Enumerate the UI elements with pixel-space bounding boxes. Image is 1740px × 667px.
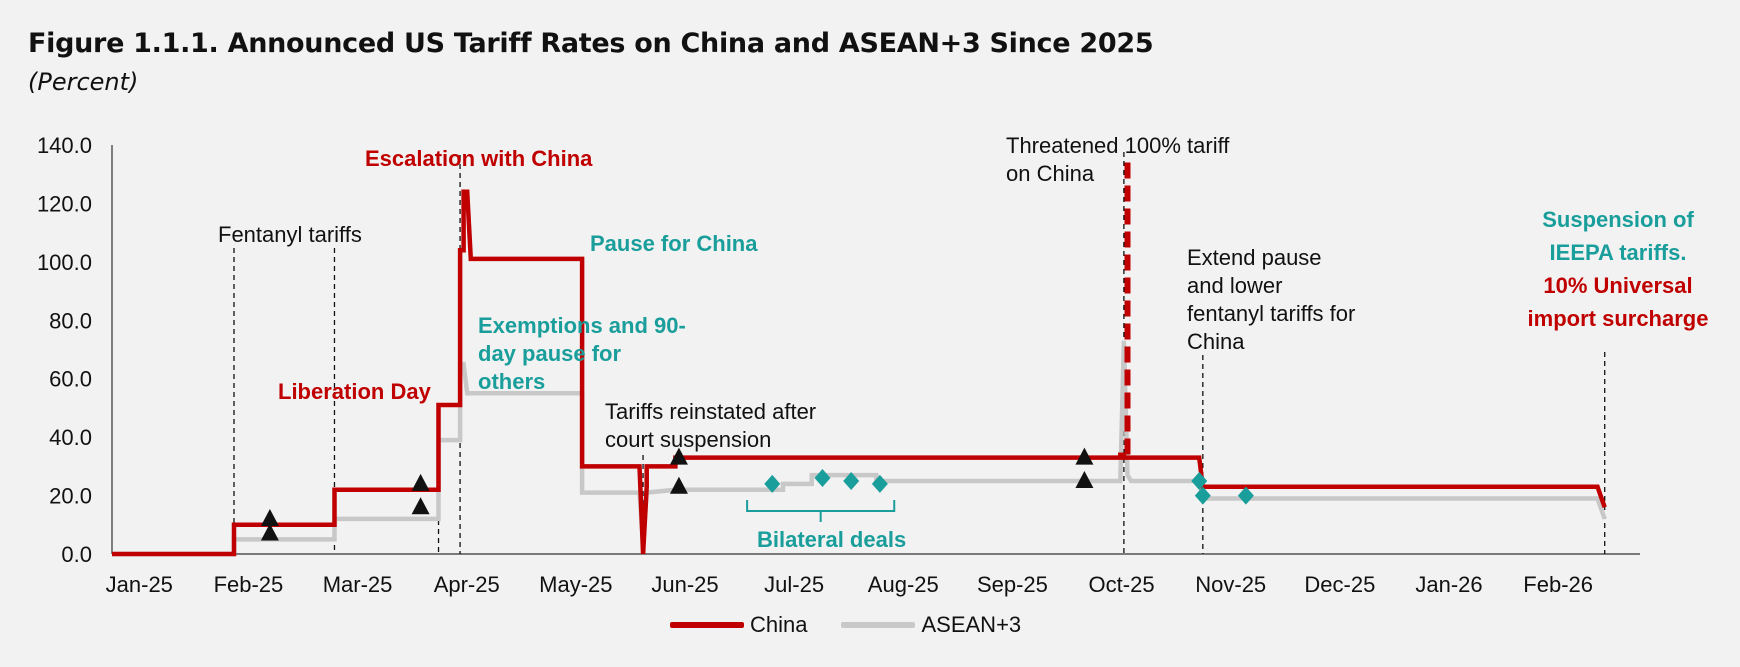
- triangle-marker: [1075, 470, 1094, 488]
- x-tick-label: Feb-26: [1523, 572, 1593, 597]
- x-tick-label: Jan-25: [106, 572, 173, 597]
- series-line-china: [112, 189, 1607, 557]
- legend-item-asean: ASEAN+3: [841, 612, 1021, 638]
- annotation-surcharge-line-1: 10% Universal: [1543, 273, 1693, 298]
- annotation-exemptions: Exemptions and 90- day pause for others: [478, 312, 686, 396]
- x-tick-label: Jan-26: [1415, 572, 1482, 597]
- diamond-marker: [764, 474, 781, 493]
- triangle-marker: [669, 476, 688, 494]
- annotation-liberation-day: Liberation Day: [278, 379, 431, 404]
- triangle-marker: [411, 497, 430, 515]
- annotation-suspension-ieepa: Suspension of IEEPA tariffs. 10% Univers…: [1510, 203, 1726, 335]
- x-tick-label: Jul-25: [764, 572, 824, 597]
- bilateral-deals-brace: [746, 500, 896, 522]
- legend-label-asean: ASEAN+3: [921, 612, 1022, 637]
- x-tick-label: Nov-25: [1195, 572, 1266, 597]
- annotation-exemptions-line-3: others: [478, 369, 546, 394]
- diamond-marker: [1191, 471, 1208, 490]
- x-tick-label: May-25: [539, 572, 612, 597]
- annotation-pause-for-china: Pause for China: [590, 231, 758, 256]
- annotation-exemptions-line-2: day pause for: [478, 341, 622, 366]
- annotation-suspension-line-1: Suspension of: [1542, 207, 1694, 232]
- annotation-extend-line-2: and lower: [1187, 273, 1283, 298]
- diamond-marker: [814, 469, 831, 488]
- triangle-marker: [1075, 447, 1094, 465]
- annotation-tariffs-reinstated: Tariffs reinstated after court suspensio…: [605, 398, 816, 454]
- annotation-extend-pause: Extend pause and lower fentanyl tariffs …: [1187, 244, 1355, 356]
- annotation-surcharge-line-2: import surcharge: [1527, 306, 1709, 331]
- annotation-reinstated-line-2: court suspension: [605, 427, 772, 452]
- x-tick-label: Jun-25: [651, 572, 718, 597]
- x-tick-label: Apr-25: [434, 572, 500, 597]
- y-tick-label: 40.0: [49, 425, 92, 450]
- x-tick-label: Sep-25: [977, 572, 1048, 597]
- triangle-marker: [669, 447, 688, 465]
- x-tick-label: Oct-25: [1089, 572, 1155, 597]
- y-tick-label: 120.0: [37, 191, 92, 216]
- annotation-fentanyl-tariffs: Fentanyl tariffs: [218, 222, 362, 247]
- y-tick-label: 0.0: [61, 542, 92, 567]
- figure-title: Figure 1.1.1. Announced US Tariff Rates …: [28, 28, 1154, 59]
- annotation-exemptions-line-1: Exemptions and 90-: [478, 313, 686, 338]
- x-tick-label: Aug-25: [868, 572, 939, 597]
- x-tick-label: Mar-25: [323, 572, 393, 597]
- legend-swatch-china: [670, 622, 744, 628]
- annotation-threatened-line-1: Threatened 100% tariff: [1006, 133, 1230, 158]
- y-tick-label: 140.0: [37, 133, 92, 158]
- annotation-reinstated-line-1: Tariffs reinstated after: [605, 399, 817, 424]
- annotation-threatened-tariff: Threatened 100% tariff on China: [1006, 132, 1229, 188]
- annotation-escalation-with-china: Escalation with China: [365, 146, 593, 171]
- annotation-extend-line-3: fentanyl tariffs for: [1187, 301, 1356, 326]
- triangle-marker: [260, 523, 279, 541]
- y-tick-label: 20.0: [49, 484, 92, 509]
- legend-swatch-asean: [841, 622, 916, 628]
- annotation-bilateral-deals: Bilateral deals: [757, 527, 907, 552]
- legend-label-china: China: [750, 612, 808, 637]
- chart-legend: China ASEAN+3: [670, 610, 1055, 640]
- annotation-extend-line-1: Extend pause: [1187, 245, 1322, 270]
- diamond-marker: [1237, 486, 1254, 505]
- annotation-suspension-line-2: IEEPA tariffs.: [1549, 240, 1687, 265]
- x-tick-label: Dec-25: [1304, 572, 1375, 597]
- figure-subtitle: (Percent): [28, 68, 139, 96]
- y-tick-label: 80.0: [49, 308, 92, 333]
- annotation-threatened-line-2: on China: [1006, 161, 1095, 186]
- diamond-marker: [1194, 486, 1211, 505]
- x-tick-label: Feb-25: [214, 572, 284, 597]
- triangle-marker: [260, 508, 279, 526]
- triangle-marker: [411, 473, 430, 491]
- annotation-extend-line-4: China: [1187, 329, 1245, 354]
- y-tick-label: 60.0: [49, 367, 92, 392]
- diamond-marker: [871, 474, 888, 493]
- legend-item-china: China: [670, 612, 807, 638]
- y-tick-label: 100.0: [37, 250, 92, 275]
- diamond-marker: [843, 471, 860, 490]
